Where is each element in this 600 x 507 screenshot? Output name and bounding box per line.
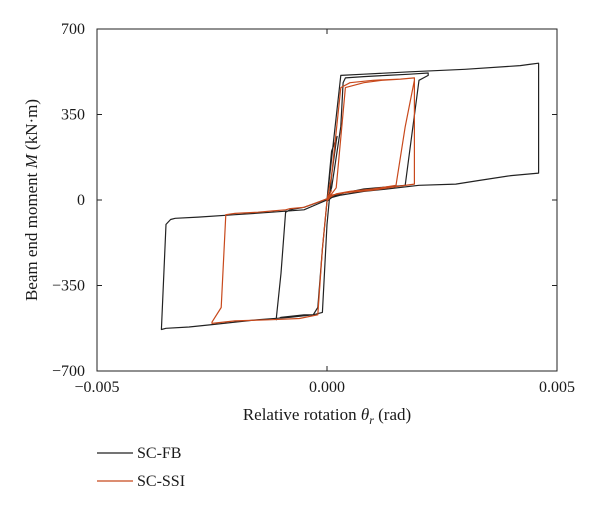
y-tick-label: −350 (52, 278, 85, 295)
x-axis-label-suffix: (rad) (374, 405, 411, 424)
y-axis-label: Beam end moment M (kN·m) (22, 99, 41, 301)
y-axis-label-symbol: M (22, 153, 41, 169)
x-tick-label: 0.005 (539, 379, 575, 396)
x-axis-label: Relative rotation θr (rad) (243, 405, 411, 427)
legend-label-sc-ssi: SC-SSI (137, 473, 185, 490)
x-tick-label: 0.000 (309, 379, 345, 396)
legend-label-sc-fb: SC-FB (137, 445, 181, 462)
y-axis-label-suffix: (kN·m) (22, 99, 41, 154)
y-tick-label: 0 (77, 192, 85, 209)
x-tick-label: −0.005 (74, 379, 119, 396)
y-tick-label: 700 (61, 21, 85, 38)
x-axis-ticks: −0.005 0.000 0.005 (74, 29, 575, 396)
y-tick-label: −700 (52, 363, 85, 380)
x-axis-label-symbol: θ (361, 405, 369, 424)
x-axis-label-subscript: r (369, 413, 374, 427)
x-axis-label-prefix: Relative rotation (243, 405, 361, 424)
y-axis-ticks: −700 −350 0 350 700 (52, 21, 557, 380)
y-tick-label: 350 (61, 107, 85, 124)
series-line-sc-ssi (211, 77, 415, 324)
y-axis-label-prefix: Beam end moment (22, 168, 41, 301)
legend: SC-FB SC-SSI (97, 445, 185, 490)
series-line-sc-fb (160, 62, 540, 331)
series-layer (160, 62, 540, 331)
plot-area: −0.005 0.000 0.005 −700 −350 0 350 700 (52, 21, 575, 396)
